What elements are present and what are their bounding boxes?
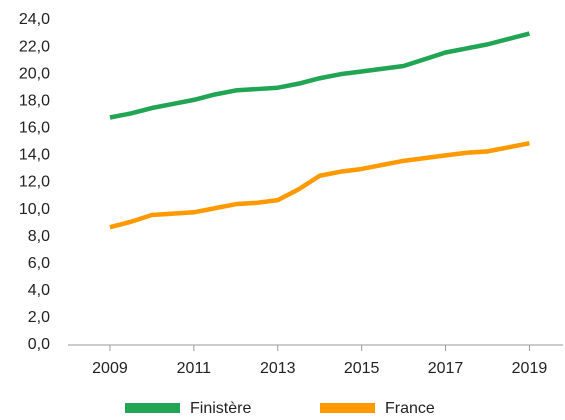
legend-swatch: [125, 403, 180, 413]
y-tick-label: 22,0: [19, 38, 50, 55]
y-tick-label: 6,0: [28, 255, 50, 272]
legend-label: France: [385, 400, 435, 417]
x-tick-label: 2015: [344, 360, 380, 377]
line-series: [109, 31, 531, 120]
x-tick-label: 2011: [177, 360, 212, 377]
y-tick-label: 14,0: [19, 147, 50, 164]
line-series: [109, 141, 530, 230]
y-tick-label: 16,0: [19, 120, 50, 137]
legend-swatch: [320, 403, 375, 413]
y-tick-label: 24,0: [19, 11, 50, 28]
x-tick-label: 2013: [260, 360, 296, 377]
y-tick-label: 18,0: [19, 92, 50, 109]
y-tick-label: 10,0: [19, 201, 50, 218]
y-tick-label: 12,0: [19, 174, 50, 191]
y-tick-label: 8,0: [28, 228, 50, 245]
legend-label: Finistère: [190, 400, 251, 417]
y-tick-label: 4,0: [28, 282, 50, 299]
y-tick-label: 20,0: [19, 65, 50, 82]
y-tick-label: 2,0: [28, 309, 50, 326]
x-tick-label: 2019: [512, 360, 548, 377]
x-tick-label: 2009: [92, 360, 128, 377]
x-tick-label: 2017: [428, 360, 464, 377]
y-tick-label: 0,0: [28, 336, 50, 353]
